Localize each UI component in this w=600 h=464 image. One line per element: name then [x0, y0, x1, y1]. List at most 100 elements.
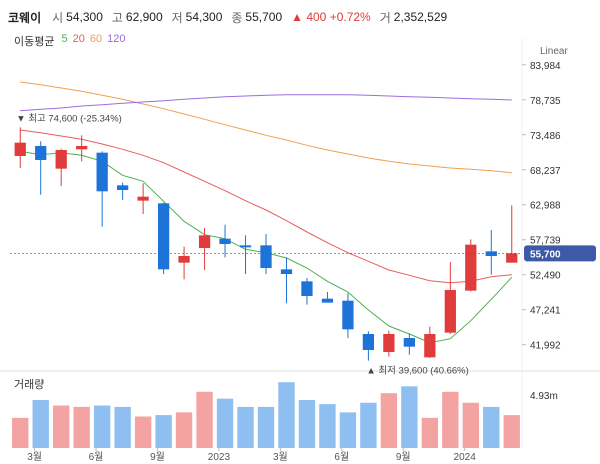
volume-bar: [503, 415, 520, 448]
volume-bar: [257, 406, 275, 448]
volume-bar: [380, 393, 398, 448]
ma-line-ma20: [20, 129, 512, 284]
candle-body: [55, 150, 67, 169]
volume-bar: [339, 412, 357, 448]
close-value: 55,700: [245, 10, 283, 24]
x-tick-label: 2023: [208, 452, 231, 463]
volume-bar: [278, 382, 295, 448]
candle-body: [219, 238, 231, 244]
candle-body: [506, 253, 518, 263]
candle-body: [260, 245, 272, 268]
candle-body: [178, 256, 190, 263]
candle-body: [117, 185, 129, 190]
volume-value: 2,352,529: [393, 10, 448, 24]
x-tick-label: 6월: [89, 451, 104, 463]
grid-lines: [0, 38, 600, 448]
candle-body: [301, 281, 313, 296]
candle-body: [96, 152, 108, 192]
candle-body: [137, 196, 149, 201]
candle-body: [465, 244, 477, 291]
candle-body: [444, 290, 456, 333]
volume-bar: [483, 406, 500, 448]
volume-bar: [12, 417, 29, 448]
candle-body: [485, 251, 497, 256]
y-tick-label: 62,988: [530, 201, 561, 212]
volume-bar: [155, 415, 172, 448]
candle-body: [280, 269, 293, 274]
change-value: ▲ 400 +0.72%: [291, 10, 371, 24]
volume-panel-title: 거래량: [14, 379, 45, 391]
ma-legend-title: 이동평균: [14, 36, 55, 48]
volume-bar: [442, 391, 459, 448]
volume-tick-label: 4.93m: [530, 391, 558, 402]
high-label: 고: [111, 10, 123, 25]
candle-body: [383, 334, 395, 352]
ma-legend-5[interactable]: 5: [61, 33, 68, 45]
ma-legend-60[interactable]: 60: [89, 33, 103, 45]
volume-bar: [216, 398, 234, 448]
candle-body: [14, 142, 26, 156]
candle-body: [321, 298, 334, 303]
stock-name: 코웨이: [8, 10, 42, 25]
open-label: 시: [52, 10, 64, 25]
volume-bar: [237, 406, 254, 448]
x-tick-label: 2024: [454, 452, 477, 463]
y-tick-label: 78,735: [530, 96, 561, 107]
ma-legend-120[interactable]: 120: [107, 33, 126, 45]
y-tick-label: 41,992: [530, 341, 561, 352]
y-tick-label: 57,739: [530, 236, 561, 247]
candle-body: [362, 334, 375, 350]
volume-bar: [93, 405, 111, 448]
candle-body: [424, 334, 436, 358]
y-tick-label: 83,984: [530, 61, 561, 72]
volume-bar: [114, 406, 131, 448]
volume-bar: [73, 406, 90, 448]
low-label: 저: [171, 10, 183, 25]
x-tick-label: 3월: [273, 451, 288, 463]
high-annotation: ▼ 최고 74,600 (-25.34%): [16, 113, 122, 124]
current-price-badge: [524, 245, 596, 262]
x-tick-label: 9월: [396, 451, 411, 463]
candle-body: [35, 146, 47, 160]
y-tick-label: 68,237: [530, 166, 561, 177]
panel-divider: [0, 370, 600, 372]
volume-bar: [196, 391, 213, 448]
candle-body: [342, 300, 354, 330]
volume-bar: [134, 416, 152, 448]
high-value: 62,900: [125, 10, 163, 24]
x-tick-label: 3월: [27, 451, 42, 463]
y-axis-ticks: 83,984 78,735 73,486 68,237 62,988 57,739 52,4…: [522, 61, 561, 402]
y-tick-label: 73,486: [530, 131, 561, 142]
volume-bar: [32, 400, 49, 448]
y-tick-label: 47,241: [530, 306, 561, 317]
ma-line-ma60: [20, 81, 512, 174]
volume-bar: [319, 404, 336, 448]
candle-body: [76, 146, 88, 150]
stock-header: 코웨이 시 54,300 고 62,900 저 54,300 종 55,700 …: [8, 8, 453, 26]
x-axis-ticks: 3월 6월 9월 2023 3월 6월 9월 2024: [27, 448, 476, 463]
volume-bar: [421, 417, 439, 448]
volume-bar: [298, 400, 316, 448]
volume-bars: [12, 382, 520, 448]
low-annotation: ▲ 최저 39,600 (40.66%): [366, 366, 468, 377]
volume-bar: [53, 405, 70, 448]
close-label: 종: [231, 10, 243, 25]
volume-bar: [401, 386, 418, 448]
ma-line-ma120: [20, 94, 512, 112]
x-tick-label: 6월: [334, 451, 349, 463]
candlesticks: [14, 127, 518, 361]
low-value: 54,300: [185, 10, 223, 24]
volume-bar: [175, 412, 193, 448]
candle-body: [403, 338, 415, 347]
candle-body: [157, 203, 170, 270]
volume-bar: [360, 402, 377, 448]
current-price-label: 55,700: [530, 249, 561, 260]
x-tick-label: 9월: [150, 451, 165, 463]
scale-mode-button[interactable]: Linear: [540, 46, 568, 57]
candle-body: [198, 235, 211, 248]
annotations: ▼ 최고 74,600 (-25.34%) ▲ 최저 39,600 (40.66%…: [10, 113, 596, 377]
volume-label: 거: [379, 10, 391, 25]
volume-bar: [462, 402, 479, 448]
ma-legend-20[interactable]: 20: [72, 33, 85, 45]
